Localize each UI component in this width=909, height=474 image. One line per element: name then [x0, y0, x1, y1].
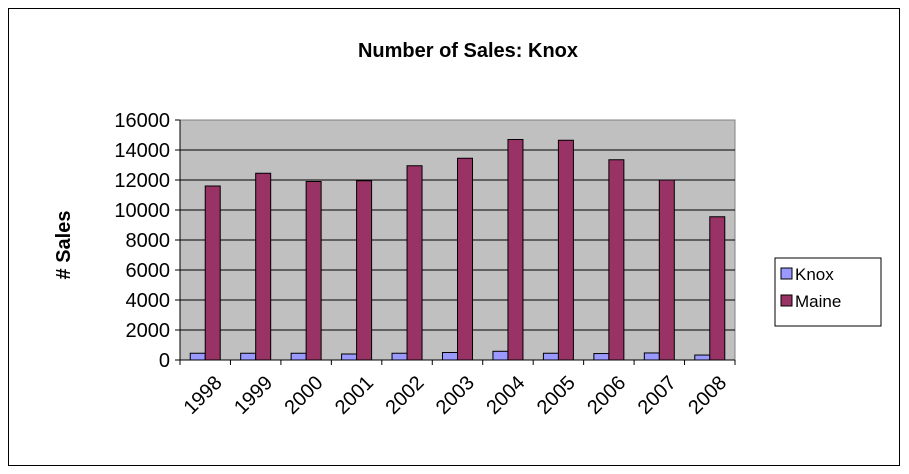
bar-maine-2000 — [305, 181, 322, 361]
y-tick-label: 10000 — [114, 200, 170, 222]
y-tick-label: 4000 — [126, 290, 171, 312]
bar-maine-2001 — [356, 180, 373, 361]
x-tick-label: 2006 — [583, 372, 630, 419]
bar-knox-1999 — [240, 352, 257, 361]
bar-knox-2007 — [643, 352, 660, 361]
x-tick-label: 2003 — [432, 372, 479, 419]
x-tick-label: 2007 — [634, 372, 681, 419]
bar-maine-2002 — [406, 165, 423, 361]
chart-title: Number of Sales: Knox — [358, 40, 578, 62]
legend-label-knox: Knox — [795, 265, 834, 284]
legend-box — [774, 257, 882, 327]
x-tick-label: 2004 — [482, 372, 529, 419]
bar-knox-2005 — [542, 352, 559, 361]
legend: Knox Maine — [774, 257, 882, 327]
legend-swatch-maine — [780, 294, 793, 307]
bar-knox-2003 — [442, 352, 458, 361]
y-tick-label: 0 — [159, 350, 170, 372]
x-tick-label: 1998 — [180, 372, 227, 419]
bar-knox-2008 — [694, 354, 711, 361]
bar-maine-2003 — [457, 157, 473, 361]
y-axis-label: # Sales — [53, 211, 75, 280]
bar-knox-2006 — [593, 353, 610, 361]
bar-maine-2008 — [709, 216, 726, 361]
legend-label-maine: Maine — [795, 292, 841, 311]
y-tick-label: 14000 — [114, 140, 170, 162]
x-tick-label: 1999 — [230, 372, 277, 419]
bar-maine-1999 — [255, 172, 272, 361]
x-tick-label: 2000 — [281, 372, 328, 419]
bar-knox-2001 — [341, 353, 358, 361]
bar-maine-2004 — [507, 139, 524, 361]
bar-maine-2006 — [608, 159, 625, 361]
y-tick-label: 6000 — [126, 260, 171, 282]
x-tick-label: 2001 — [331, 372, 378, 419]
x-tick-label: 2008 — [684, 372, 731, 419]
bar-maine-2005 — [557, 139, 574, 361]
x-tick-label: 2005 — [533, 372, 580, 419]
y-tick-label: 8000 — [126, 230, 171, 252]
bar-knox-2000 — [290, 352, 307, 361]
bar-maine-1998 — [204, 185, 221, 361]
bar-knox-2004 — [492, 350, 509, 361]
bar-knox-1998 — [189, 352, 206, 361]
bar-knox-2002 — [391, 352, 408, 361]
y-tick-label: 16000 — [114, 110, 170, 132]
legend-swatch-knox — [780, 267, 793, 280]
x-tick-label: 2002 — [381, 372, 428, 419]
bar-maine-2007 — [658, 179, 675, 361]
y-tick-label: 12000 — [114, 170, 170, 192]
y-tick-label: 2000 — [126, 320, 171, 342]
